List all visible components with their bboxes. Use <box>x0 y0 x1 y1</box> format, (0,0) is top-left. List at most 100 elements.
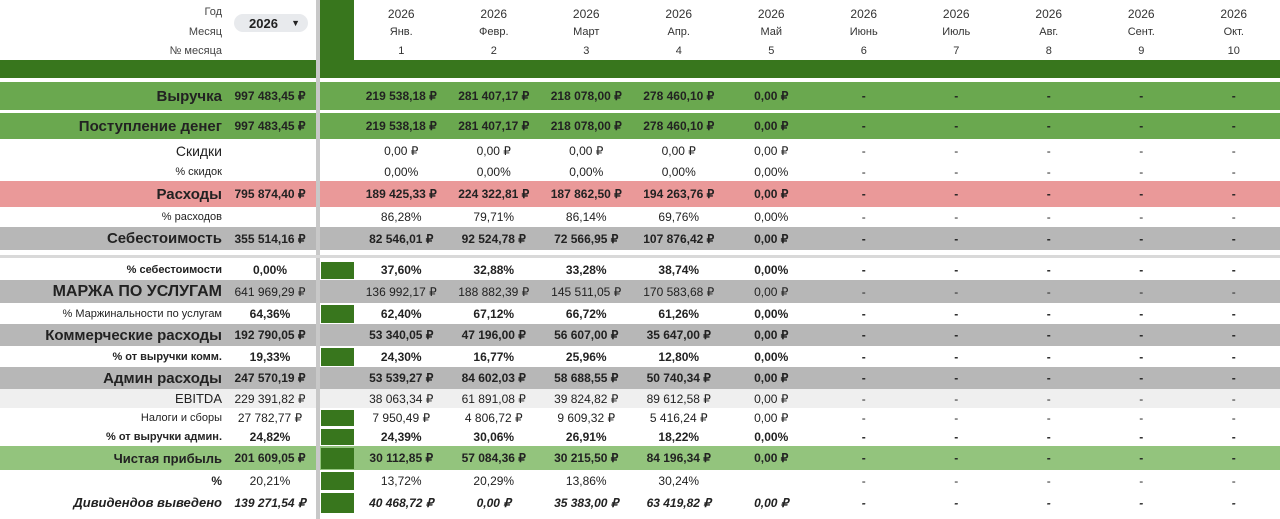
cell-value: - <box>1231 473 1236 488</box>
row-marker <box>321 472 354 490</box>
cell-value: - <box>954 263 959 277</box>
cell-value: 40 468,72 ₽ <box>369 495 434 510</box>
cell-value: 4 806,72 ₽ <box>464 410 523 425</box>
cell-value: 20,29% <box>473 473 515 488</box>
cell-value: - <box>1139 263 1144 277</box>
row-total: 997 483,45 ₽ <box>234 119 306 133</box>
cell-value: 12,80% <box>658 349 700 364</box>
row-background <box>0 162 1280 181</box>
column-year: 2026 <box>387 7 415 21</box>
cell-value: - <box>1046 143 1051 158</box>
column-number: 10 <box>1227 45 1240 57</box>
row-background <box>0 181 1280 207</box>
column-number: 3 <box>583 45 590 57</box>
cell-value: - <box>1139 495 1144 510</box>
cell-value: 0,00 ₽ <box>569 143 604 158</box>
cell-value: 0,00% <box>754 349 789 364</box>
column-month: Март <box>573 26 600 38</box>
cell-value: 281 407,17 ₽ <box>458 119 530 133</box>
cell-value: - <box>861 451 866 465</box>
column-number: 9 <box>1138 45 1145 57</box>
divider <box>316 139 320 162</box>
row-total: 0,00% <box>252 263 288 277</box>
cell-value: - <box>861 495 866 510</box>
cell-value: 30 215,50 ₽ <box>554 451 619 465</box>
row-total: 19,33% <box>249 349 291 364</box>
row-label: EBITDA <box>175 391 222 406</box>
cell-value: - <box>1046 473 1051 488</box>
cell-value: 0,00 ₽ <box>661 143 696 158</box>
divider <box>316 227 320 250</box>
header-column <box>320 0 354 78</box>
divider <box>316 491 320 514</box>
cell-value: - <box>1231 263 1236 277</box>
cell-value: 35 647,00 ₽ <box>646 328 711 342</box>
row-label: % <box>211 473 222 488</box>
cell-value: 0,00 ₽ <box>754 284 789 299</box>
column-year: 2026 <box>665 7 693 21</box>
cell-value: - <box>1231 187 1236 201</box>
row-marker <box>321 305 354 323</box>
cell-value: 37,60% <box>380 263 422 277</box>
divider <box>316 446 320 470</box>
cell-value: - <box>861 164 866 179</box>
cell-value: - <box>954 210 959 224</box>
cell-value: 53 539,27 ₽ <box>369 371 434 385</box>
row-background <box>0 427 1280 446</box>
cell-value: - <box>861 119 866 133</box>
row-total: 64,36% <box>249 306 291 321</box>
cell-value: 82 546,01 ₽ <box>369 231 434 246</box>
dropdown-arrow: ▼ <box>291 18 300 28</box>
row-label: Скидки <box>175 142 222 159</box>
cell-value: - <box>1046 391 1051 406</box>
cell-value: - <box>1231 410 1236 425</box>
cell-value: 58 688,55 ₽ <box>554 371 619 385</box>
row-background <box>0 227 1280 250</box>
cell-value: 0,00 ₽ <box>754 119 789 133</box>
cell-value: 30,24% <box>658 473 700 488</box>
cell-value: 63 419,82 ₽ <box>646 495 711 510</box>
cell-value: - <box>1231 306 1236 321</box>
cell-value: - <box>954 349 959 364</box>
cell-value: - <box>1231 349 1236 364</box>
cell-value: - <box>1139 391 1144 406</box>
row-marker <box>321 448 354 469</box>
cell-value: 218 078,00 ₽ <box>550 119 622 133</box>
cell-value: 33,28% <box>565 263 607 277</box>
divider <box>316 389 320 408</box>
column-month: Апр. <box>667 26 690 38</box>
cell-value: - <box>1139 231 1144 246</box>
cell-value: 0,00 ₽ <box>754 187 789 201</box>
cell-value: - <box>1231 429 1236 444</box>
cell-value: 187 862,50 ₽ <box>550 187 622 201</box>
cell-value: - <box>1046 349 1051 364</box>
column-divider <box>316 0 320 519</box>
row-label: Коммерческие расходы <box>45 326 222 344</box>
cell-value: 86,28% <box>380 210 422 224</box>
column-month: Июнь <box>849 26 878 38</box>
cell-value: 66,72% <box>565 306 607 321</box>
row-label: % себестоимости <box>126 264 222 276</box>
column-month: Июль <box>942 26 971 38</box>
cell-value: - <box>1046 451 1051 465</box>
cell-value: 84 196,34 ₽ <box>646 451 711 465</box>
cell-value: - <box>1231 451 1236 465</box>
cell-value: - <box>861 429 866 444</box>
cell-value: 194 263,76 ₽ <box>643 187 715 201</box>
cell-value: 92 524,78 ₽ <box>461 231 526 246</box>
row-total: 139 271,54 ₽ <box>234 495 306 510</box>
cell-value: - <box>954 371 959 385</box>
column-year: 2026 <box>572 7 600 21</box>
cell-value: - <box>1046 429 1051 444</box>
cell-value: 38 063,34 ₽ <box>369 391 434 406</box>
year-dropdown[interactable]: 2026 ▼ <box>234 14 308 32</box>
column-month: Май <box>760 26 783 38</box>
cell-value: - <box>1139 306 1144 321</box>
cell-value: 7 950,49 ₽ <box>372 410 431 425</box>
cell-value: 35 383,00 ₽ <box>554 495 619 510</box>
cell-value: - <box>1046 187 1051 201</box>
cell-value: 67,12% <box>473 306 515 321</box>
cell-value: - <box>954 306 959 321</box>
column-number: 7 <box>953 45 960 57</box>
